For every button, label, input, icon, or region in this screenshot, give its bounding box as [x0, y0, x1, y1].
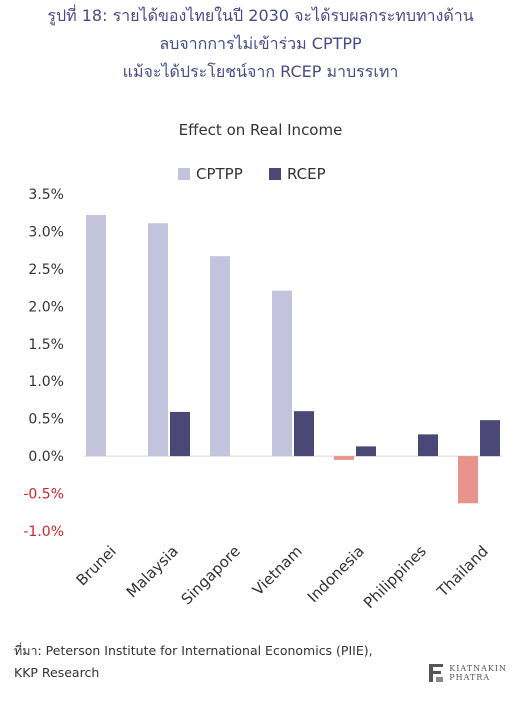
bar-rcep-vietnam	[294, 411, 314, 457]
bar-rcep-thailand	[480, 420, 500, 457]
legend-label-rcep: RCEP	[287, 165, 326, 183]
y-tick-label: 1.5%	[28, 337, 64, 353]
source-note: ที่มา: Peterson Institute for Internatio…	[14, 640, 373, 684]
source-line-2: KKP Research	[14, 665, 100, 680]
source-line-1: ที่มา: Peterson Institute for Internatio…	[14, 643, 373, 658]
x-tick-label: Thailand	[433, 542, 492, 601]
bar-cptpp-indonesia	[334, 456, 354, 460]
bar-rcep-malaysia	[170, 411, 190, 457]
x-tick-label: Singapore	[178, 542, 244, 608]
y-axis: 3.5% 3.0% 2.5% 2.0% 1.5% 1.0% 0.5% 0.0% -0.5% -1.…	[23, 187, 502, 540]
y-tick-label: 0.0%	[28, 449, 64, 465]
y-tick-label: 2.5%	[28, 262, 64, 278]
x-tick-label: Vietnam	[249, 542, 306, 599]
chart-title: Effect on Real Income	[178, 121, 343, 139]
logo-text-line-1: KIATNAKIN	[449, 664, 507, 673]
bar-rcep-indonesia	[356, 446, 376, 457]
bar-cptpp-thailand	[458, 456, 478, 504]
bar-cptpp-vietnam	[272, 290, 292, 457]
logo-mark-icon	[429, 664, 444, 682]
legend-swatch-rcep	[269, 168, 281, 180]
bar-rcep-philippines	[418, 434, 438, 457]
x-tick-label: Malaysia	[123, 542, 182, 601]
x-tick-label: Brunei	[73, 542, 120, 589]
bar-cptpp-brunei	[86, 214, 106, 457]
y-tick-label: 2.0%	[28, 299, 64, 315]
bar-cptpp-malaysia	[148, 223, 168, 457]
legend-swatch-cptpp	[178, 168, 190, 180]
y-tick-label: -0.5%	[23, 487, 64, 503]
y-tick-label: 3.0%	[28, 224, 64, 240]
bar-cptpp-singapore	[210, 256, 230, 457]
chart-legend: CPTPP RCEP	[178, 165, 326, 183]
y-tick-label: 3.5%	[28, 187, 64, 203]
y-tick-label: 1.0%	[28, 374, 64, 390]
x-tick-label: Philippines	[360, 542, 430, 612]
y-tick-label: -1.0%	[23, 524, 64, 540]
x-tick-label: Indonesia	[304, 542, 368, 606]
figure-title-line-2: ลบจากการไม่เข้าร่วม CPTPP	[159, 34, 362, 53]
bars	[86, 214, 500, 504]
logo-text-line-2: PHATRA	[449, 673, 491, 682]
legend-label-cptpp: CPTPP	[196, 165, 243, 183]
figure-title-line-1: รูปที่ 18: รายได้ของไทยในปี 2030 จะได้รบ…	[47, 6, 474, 25]
y-tick-label: 0.5%	[28, 412, 64, 428]
bar-chart: CPTPP RCEP 3.5% 3.0% 2.5% 2.0% 1.5% 1.0% 0.5% 0.…	[23, 165, 502, 612]
figure-title-line-3: แม้จะได้ประโยชน์จาก RCEP มาบรรเทา	[122, 62, 399, 81]
company-logo: KIATNAKIN PHATRA	[427, 662, 507, 684]
